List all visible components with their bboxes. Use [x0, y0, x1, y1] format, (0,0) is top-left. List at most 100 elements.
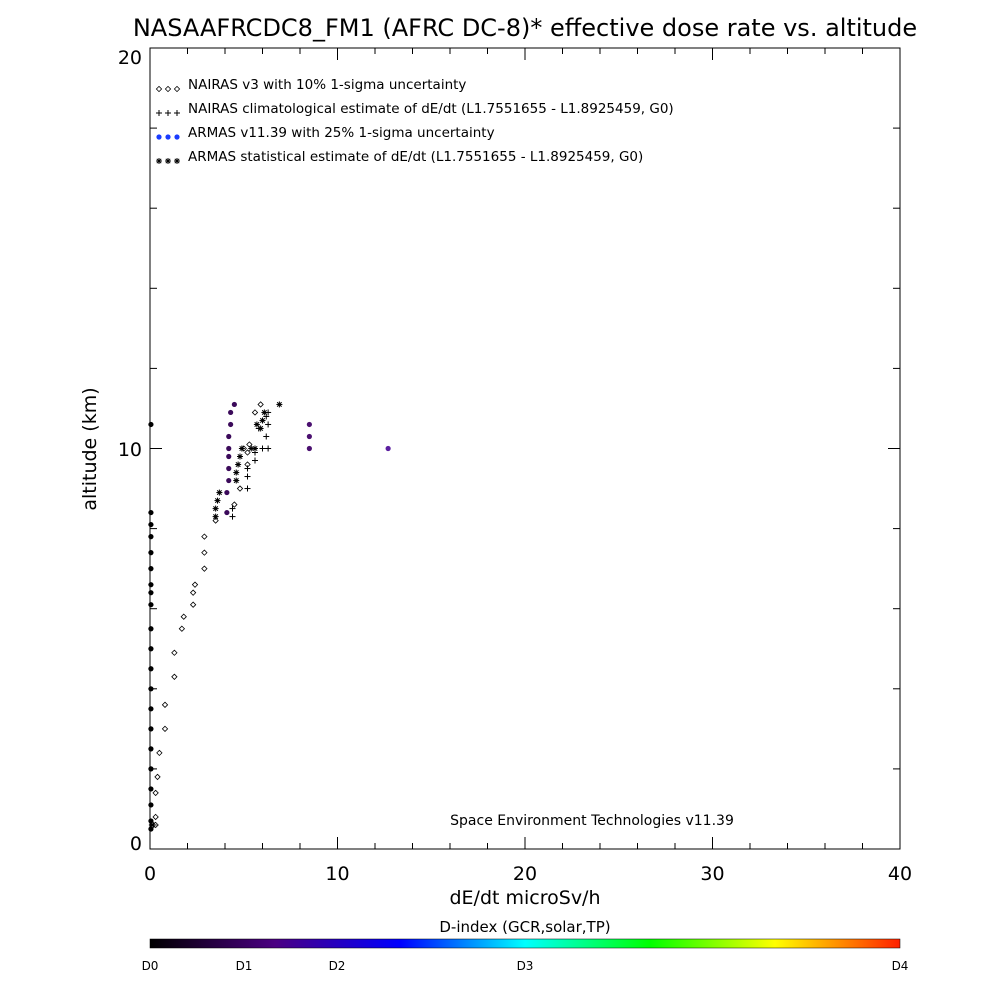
axis-ticks: [149, 47, 901, 850]
legend-marker-1-1: [165, 110, 171, 116]
data-point-s2-3: [148, 786, 154, 792]
data-point-s3-6-d2: [233, 469, 239, 476]
data-point-s0-5: [161, 725, 169, 733]
data-point-s0-24: [251, 409, 259, 416]
legend-marker-0-1: [164, 85, 172, 93]
data-point-s0-15: [201, 549, 208, 556]
data-point-s2-28: [228, 421, 234, 428]
legend-marker-3-2: [174, 158, 180, 164]
data-point-s3-16: [276, 401, 283, 408]
data-point-s2-34: [385, 445, 391, 452]
data-point-s1-4: [244, 473, 251, 480]
data-point-s3-8: [237, 453, 243, 460]
data-point-s2-15: [148, 566, 154, 572]
colorbar-label-d4: D4: [892, 959, 909, 973]
data-point-s2-26: [226, 445, 232, 452]
chart-title: NASAAFRCDC8_FM1 (AFRC DC-8)* effective d…: [133, 14, 917, 42]
data-point-s2-11: [148, 626, 154, 632]
legend-label-nairas: NAIRAS v3 with 10% 1-sigma uncertainty: [188, 77, 466, 93]
data-point-s2-9: [148, 666, 154, 672]
y-tick-label-0: 0: [130, 833, 142, 855]
y-tick-label-1: 10: [118, 439, 142, 461]
data-point-s1-9: [265, 445, 272, 452]
data-point-s3-9-d2: [239, 445, 245, 452]
legend-marker-0-0: [155, 85, 163, 93]
x-axis-label: dE/dt microSv/h: [449, 887, 600, 909]
data-point-s1-1: [229, 513, 236, 520]
data-point-s0-19: [236, 485, 244, 492]
data-point-s2-24: [226, 465, 232, 472]
data-point-s0-10: [180, 613, 187, 620]
data-point-s2-5: [148, 746, 154, 752]
data-point-s2-14: [148, 582, 154, 588]
data-point-s3-3: [214, 497, 221, 504]
legend-symbol-armas: [156, 134, 180, 140]
colorbar-label-d1: D1: [236, 959, 253, 973]
data-point-s0-25: [257, 401, 264, 408]
data-point-s3-0: [148, 821, 155, 828]
data-point-s3-7-d2: [235, 461, 241, 468]
data-point-s2-18: [148, 521, 154, 528]
x-tick-label-1: 10: [325, 863, 349, 885]
data-point-s0-21: [244, 449, 251, 456]
data-point-s2-0: [148, 826, 154, 832]
data-point-s1-8: [259, 445, 266, 452]
data-point-s2-6: [148, 726, 154, 732]
x-tick-label-2: 20: [513, 863, 537, 885]
data-point-s3-2: [212, 505, 219, 512]
data-point-s0-8: [171, 649, 178, 656]
data-point-s0-9: [178, 625, 186, 632]
data-point-s0-16: [201, 533, 208, 540]
data-point-s1-11: [265, 421, 272, 428]
data-point-s3-4: [216, 489, 223, 496]
legend-marker-3-2-d2: [174, 158, 180, 164]
data-point-s2-32: [306, 433, 312, 440]
data-point-s2-31: [306, 445, 312, 452]
data-point-s0-17: [212, 517, 219, 524]
data-point-s3-15: [261, 409, 268, 416]
data-point-s2-10: [148, 646, 154, 652]
data-point-s2-29: [228, 409, 234, 416]
data-point-s3-5-d2: [233, 477, 239, 484]
data-point-s2-1: [148, 818, 154, 824]
colorbar-label-d3: D3: [517, 959, 534, 973]
colorbar: [149, 938, 901, 949]
data-point-s1-5: [244, 465, 251, 472]
data-point-s3-12-d2: [258, 425, 264, 432]
data-point-s0-4: [156, 749, 163, 757]
legend-label-armas-statistical: ARMAS statistical estimate of dE/dt (L1.…: [188, 149, 643, 165]
data-point-s1-6: [252, 457, 258, 464]
data-point-s0-14: [201, 565, 208, 572]
data-point-s3-6: [233, 469, 240, 476]
legend-marker-0-2: [173, 85, 181, 93]
legend-marker-1-2: [174, 110, 180, 116]
data-point-s2-23: [226, 477, 232, 484]
x-tick-label-3: 30: [700, 863, 724, 885]
legend-marker-3-0: [156, 158, 162, 164]
colorbar-title: D-index (GCR,solar,TP): [439, 918, 610, 936]
data-point-s3-12: [257, 425, 264, 432]
legend-marker-3-1: [165, 158, 171, 164]
data-point-s0-11: [189, 601, 197, 608]
legend-marker-3-1-d2: [165, 158, 171, 164]
data-point-s3-15-d2: [261, 409, 267, 416]
data-point-s3-9: [238, 445, 245, 452]
legend-label-armas: ARMAS v11.39 with 25% 1-sigma uncertaint…: [188, 125, 495, 141]
data-point-s3-1-d2: [213, 514, 219, 520]
data-point-s1-3: [244, 485, 251, 492]
data-points: [148, 401, 391, 832]
data-point-s2-25: [226, 453, 232, 460]
data-point-s3-8-d2: [237, 453, 243, 460]
data-point-s0-1: [152, 813, 159, 821]
data-point-s3-16-d2: [276, 401, 282, 407]
data-point-s1-2: [229, 505, 236, 512]
legend-marker-3-0-d2: [156, 158, 162, 164]
legend-marker-2-1: [165, 134, 171, 140]
data-point-s3-1: [212, 513, 219, 520]
data-point-s3-14-d2: [254, 421, 260, 428]
data-point-s3-3-d2: [214, 498, 221, 504]
data-point-s1-10: [263, 433, 270, 440]
data-point-s3-11: [252, 445, 258, 452]
data-point-s3-2-d2: [213, 506, 219, 512]
legend-marker-2-0: [156, 134, 162, 140]
